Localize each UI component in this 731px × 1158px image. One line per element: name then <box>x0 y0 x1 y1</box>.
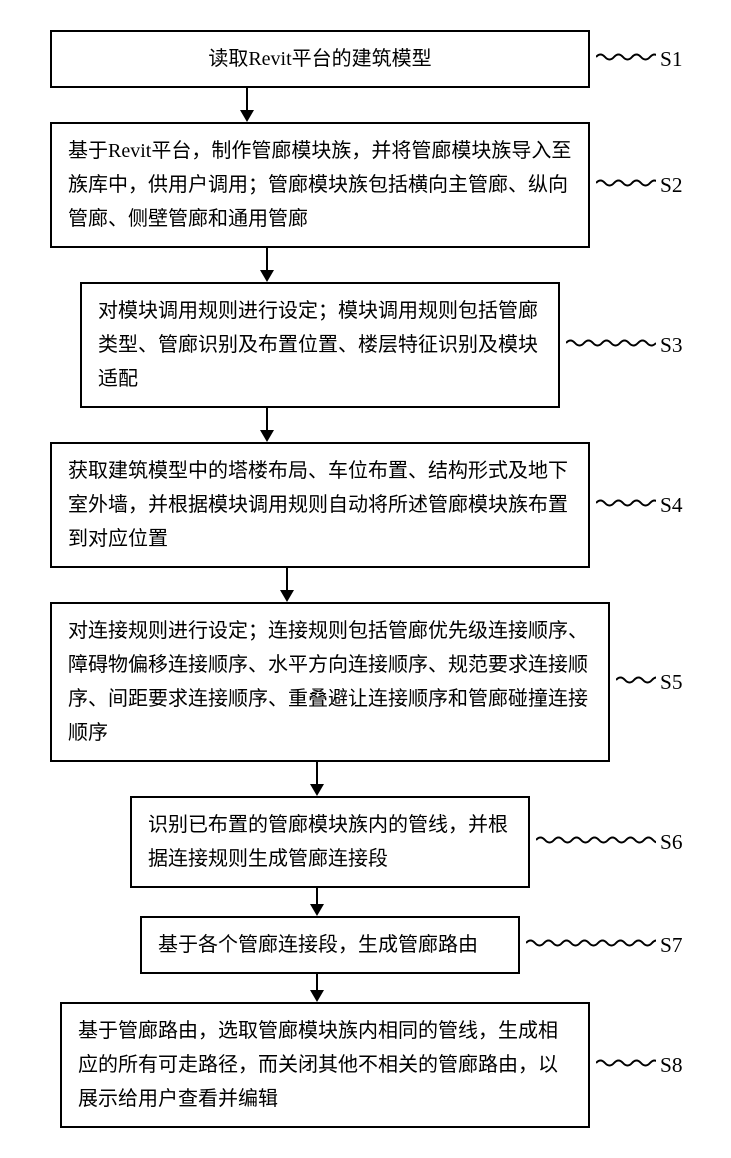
step-label-S3: S3 <box>660 333 683 358</box>
connector-S6: S6 <box>530 829 711 856</box>
squiggle-icon <box>566 332 656 359</box>
step-label-S4: S4 <box>660 493 683 518</box>
step-label-S1: S1 <box>660 47 683 72</box>
connector-S7: S7 <box>520 932 711 959</box>
step-box-S3: 对模块调用规则进行设定；模块调用规则包括管廊类型、管廊识别及布置位置、楼层特征识… <box>80 282 560 408</box>
connector-S8: S8 <box>590 1052 711 1079</box>
step-box-S5: 对连接规则进行设定；连接规则包括管廊优先级连接顺序、障碍物偏移连接顺序、水平方向… <box>50 602 610 762</box>
step-row-S3: 对模块调用规则进行设定；模块调用规则包括管廊类型、管廊识别及布置位置、楼层特征识… <box>20 282 711 408</box>
connector-S3: S3 <box>560 332 711 359</box>
flowchart: 读取Revit平台的建筑模型 S1 基于Revit平台，制作管廊模块族，并将管廊模块… <box>20 30 711 1128</box>
step-label-S6: S6 <box>660 830 683 855</box>
connector-S5: S5 <box>610 669 711 696</box>
step-row-S2: 基于Revit平台，制作管廊模块族，并将管廊模块族导入至族库中，供用户调用；管廊… <box>20 122 711 248</box>
step-label-S2: S2 <box>660 173 683 198</box>
squiggle-icon <box>596 46 656 73</box>
arrow-down-icon <box>260 248 274 282</box>
squiggle-icon <box>596 1052 656 1079</box>
step-box-S7: 基于各个管廊连接段，生成管廊路由 <box>140 916 520 974</box>
arrow-down-icon <box>310 888 324 916</box>
connector-S2: S2 <box>590 172 711 199</box>
squiggle-icon <box>526 932 656 959</box>
arrow-down-icon <box>310 974 324 1002</box>
step-box-S2: 基于Revit平台，制作管廊模块族，并将管廊模块族导入至族库中，供用户调用；管廊… <box>50 122 590 248</box>
step-label-S7: S7 <box>660 933 683 958</box>
arrow-down-icon <box>240 88 254 122</box>
step-row-S7: 基于各个管廊连接段，生成管廊路由 S7 <box>20 916 711 974</box>
squiggle-icon <box>596 172 656 199</box>
step-row-S1: 读取Revit平台的建筑模型 S1 <box>20 30 711 88</box>
arrow-down-icon <box>260 408 274 442</box>
step-box-S4: 获取建筑模型中的塔楼布局、车位布置、结构形式及地下室外墙，并根据模块调用规则自动… <box>50 442 590 568</box>
step-box-S8: 基于管廊路由，选取管廊模块族内相同的管线，生成相应的所有可走路径，而关闭其他不相… <box>60 1002 590 1128</box>
squiggle-icon <box>596 492 656 519</box>
step-row-S6: 识别已布置的管廊模块族内的管线，并根据连接规则生成管廊连接段 S6 <box>20 796 711 888</box>
step-box-S6: 识别已布置的管廊模块族内的管线，并根据连接规则生成管廊连接段 <box>130 796 530 888</box>
step-row-S4: 获取建筑模型中的塔楼布局、车位布置、结构形式及地下室外墙，并根据模块调用规则自动… <box>20 442 711 568</box>
step-row-S5: 对连接规则进行设定；连接规则包括管廊优先级连接顺序、障碍物偏移连接顺序、水平方向… <box>20 602 711 762</box>
squiggle-icon <box>616 669 656 696</box>
connector-S1: S1 <box>590 46 711 73</box>
step-label-S5: S5 <box>660 670 683 695</box>
step-box-S1: 读取Revit平台的建筑模型 <box>50 30 590 88</box>
arrow-down-icon <box>310 762 324 796</box>
step-label-S8: S8 <box>660 1053 683 1078</box>
step-row-S8: 基于管廊路由，选取管廊模块族内相同的管线，生成相应的所有可走路径，而关闭其他不相… <box>20 1002 711 1128</box>
squiggle-icon <box>536 829 656 856</box>
connector-S4: S4 <box>590 492 711 519</box>
arrow-down-icon <box>280 568 294 602</box>
